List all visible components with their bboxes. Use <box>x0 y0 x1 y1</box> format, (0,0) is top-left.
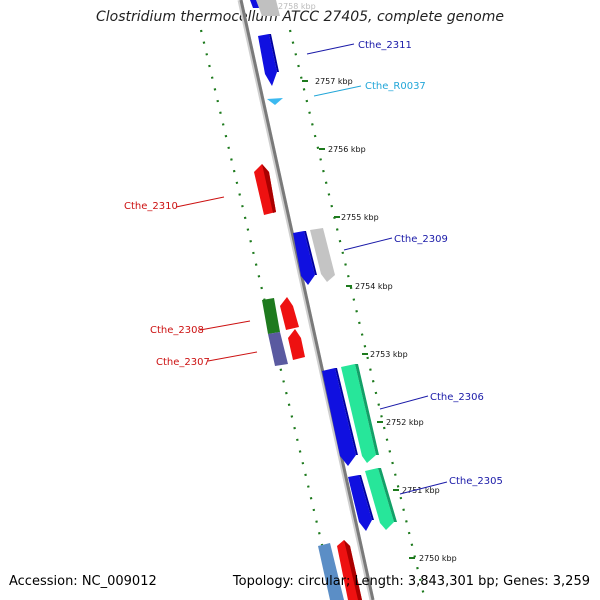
map-title: Clostridium thermocellum ATCC 27405, com… <box>96 9 504 25</box>
gene-label-cthe-2305: Cthe_2305 <box>449 476 503 487</box>
genome-summary-text: Topology: circular; Length: 3,843,301 bp… <box>232 574 590 589</box>
kbp-label-2756: 2756 kbp <box>328 145 366 154</box>
bottom-features <box>318 540 362 600</box>
kbp-label-2752: 2752 kbp <box>386 418 424 427</box>
gene-cthe-2306[interactable]: Cthe_2306 <box>322 364 484 466</box>
kbp-labels: 2757 kbp 2756 kbp 2755 kbp 2754 kbp 2753… <box>315 77 457 563</box>
gene-label-cthe-2307: Cthe_2307 <box>156 357 210 368</box>
kbp-label-2753: 2753 kbp <box>370 350 408 359</box>
gene-label-cthe-2310: Cthe_2310 <box>124 201 178 212</box>
tick-ring-inner <box>199 29 337 600</box>
kbp-label-2750: 2750 kbp <box>419 554 457 563</box>
gene-label-cthe-2308: Cthe_2308 <box>150 325 204 336</box>
kbp-label-2755: 2755 kbp <box>341 213 379 222</box>
gene-cthe-r0037[interactable]: Cthe_R0037 <box>267 81 426 105</box>
gene-label-cthe-2306: Cthe_2306 <box>430 392 484 403</box>
tick-ring-outer <box>288 29 427 600</box>
gene-cthe-2305[interactable]: Cthe_2305 <box>348 468 503 531</box>
kbp-label-2751: 2751 kbp <box>402 486 440 495</box>
gene-cthe-2307[interactable]: Cthe_2307 <box>156 329 305 368</box>
top-features: 2758 kbp <box>250 0 316 16</box>
gene-cthe-2309[interactable]: Cthe_2309 <box>293 228 448 285</box>
kbp-label-2754: 2754 kbp <box>355 282 393 291</box>
kbp-ticks <box>302 80 415 559</box>
kbp-label-2758: 2758 kbp <box>278 2 316 11</box>
gene-cthe-2310[interactable]: Cthe_2310 <box>124 164 276 215</box>
gene-label-cthe-r0037: Cthe_R0037 <box>365 81 426 92</box>
gene-cthe-2308[interactable]: Cthe_2308 <box>150 297 299 336</box>
kbp-label-2757: 2757 kbp <box>315 77 353 86</box>
accession-text: Accession: NC_009012 <box>9 574 157 589</box>
gene-cthe-2311[interactable]: Cthe_2311 <box>258 34 412 86</box>
gene-label-cthe-2309: Cthe_2309 <box>394 234 448 245</box>
gene-label-cthe-2311: Cthe_2311 <box>358 40 412 51</box>
genome-backbone <box>237 0 375 600</box>
